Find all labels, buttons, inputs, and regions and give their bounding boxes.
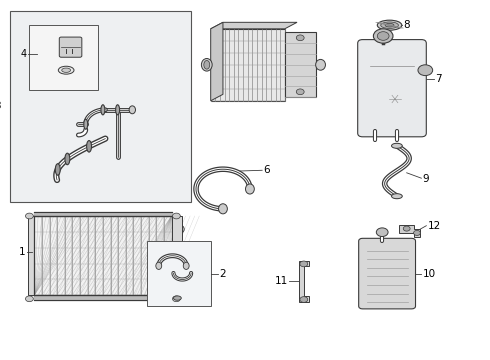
Bar	[172, 216, 182, 295]
Circle shape	[172, 213, 180, 219]
Ellipse shape	[84, 119, 88, 129]
Bar	[29, 25, 98, 90]
Ellipse shape	[183, 262, 189, 269]
Bar	[28, 216, 34, 295]
Polygon shape	[211, 22, 223, 101]
Circle shape	[418, 65, 433, 76]
Polygon shape	[211, 22, 297, 29]
Text: 1: 1	[19, 247, 25, 257]
Bar	[285, 32, 316, 97]
Text: 11: 11	[275, 276, 288, 286]
Ellipse shape	[116, 105, 120, 115]
Text: 5: 5	[308, 67, 315, 77]
Ellipse shape	[381, 22, 398, 28]
Circle shape	[172, 296, 180, 302]
Polygon shape	[399, 225, 420, 237]
Ellipse shape	[129, 106, 135, 114]
Ellipse shape	[392, 194, 402, 199]
FancyBboxPatch shape	[59, 37, 82, 57]
Ellipse shape	[173, 251, 184, 260]
Text: 12: 12	[428, 221, 441, 231]
Ellipse shape	[173, 225, 184, 234]
Circle shape	[300, 261, 308, 267]
Ellipse shape	[201, 58, 212, 71]
Polygon shape	[299, 261, 309, 302]
Ellipse shape	[65, 153, 70, 165]
Text: 7: 7	[435, 74, 442, 84]
Text: 2: 2	[220, 269, 226, 279]
Ellipse shape	[156, 262, 162, 269]
Text: 8: 8	[403, 20, 410, 30]
Ellipse shape	[62, 68, 71, 72]
Text: 3: 3	[0, 101, 1, 111]
Text: 6: 6	[264, 165, 270, 175]
Ellipse shape	[245, 184, 254, 194]
Ellipse shape	[173, 278, 184, 287]
Ellipse shape	[204, 60, 210, 69]
Ellipse shape	[219, 204, 227, 214]
Ellipse shape	[377, 20, 402, 30]
Ellipse shape	[385, 23, 394, 27]
Ellipse shape	[173, 296, 181, 300]
Circle shape	[25, 213, 33, 219]
Ellipse shape	[316, 59, 325, 70]
Ellipse shape	[55, 164, 60, 175]
Ellipse shape	[58, 66, 74, 74]
Ellipse shape	[392, 143, 402, 148]
Bar	[34, 216, 172, 295]
Circle shape	[25, 296, 33, 302]
Bar	[147, 241, 211, 306]
Circle shape	[377, 32, 389, 40]
Text: 4: 4	[21, 49, 27, 59]
Circle shape	[373, 29, 393, 43]
Text: 9: 9	[423, 174, 430, 184]
Circle shape	[300, 297, 308, 302]
Circle shape	[414, 230, 420, 235]
Circle shape	[296, 89, 304, 95]
Bar	[10, 11, 191, 202]
FancyBboxPatch shape	[358, 40, 426, 137]
Circle shape	[376, 228, 388, 237]
Circle shape	[296, 35, 304, 41]
Circle shape	[403, 226, 410, 231]
FancyBboxPatch shape	[359, 238, 416, 309]
Text: 10: 10	[423, 269, 436, 279]
Ellipse shape	[87, 140, 92, 152]
Bar	[211, 29, 285, 101]
Ellipse shape	[101, 105, 105, 115]
